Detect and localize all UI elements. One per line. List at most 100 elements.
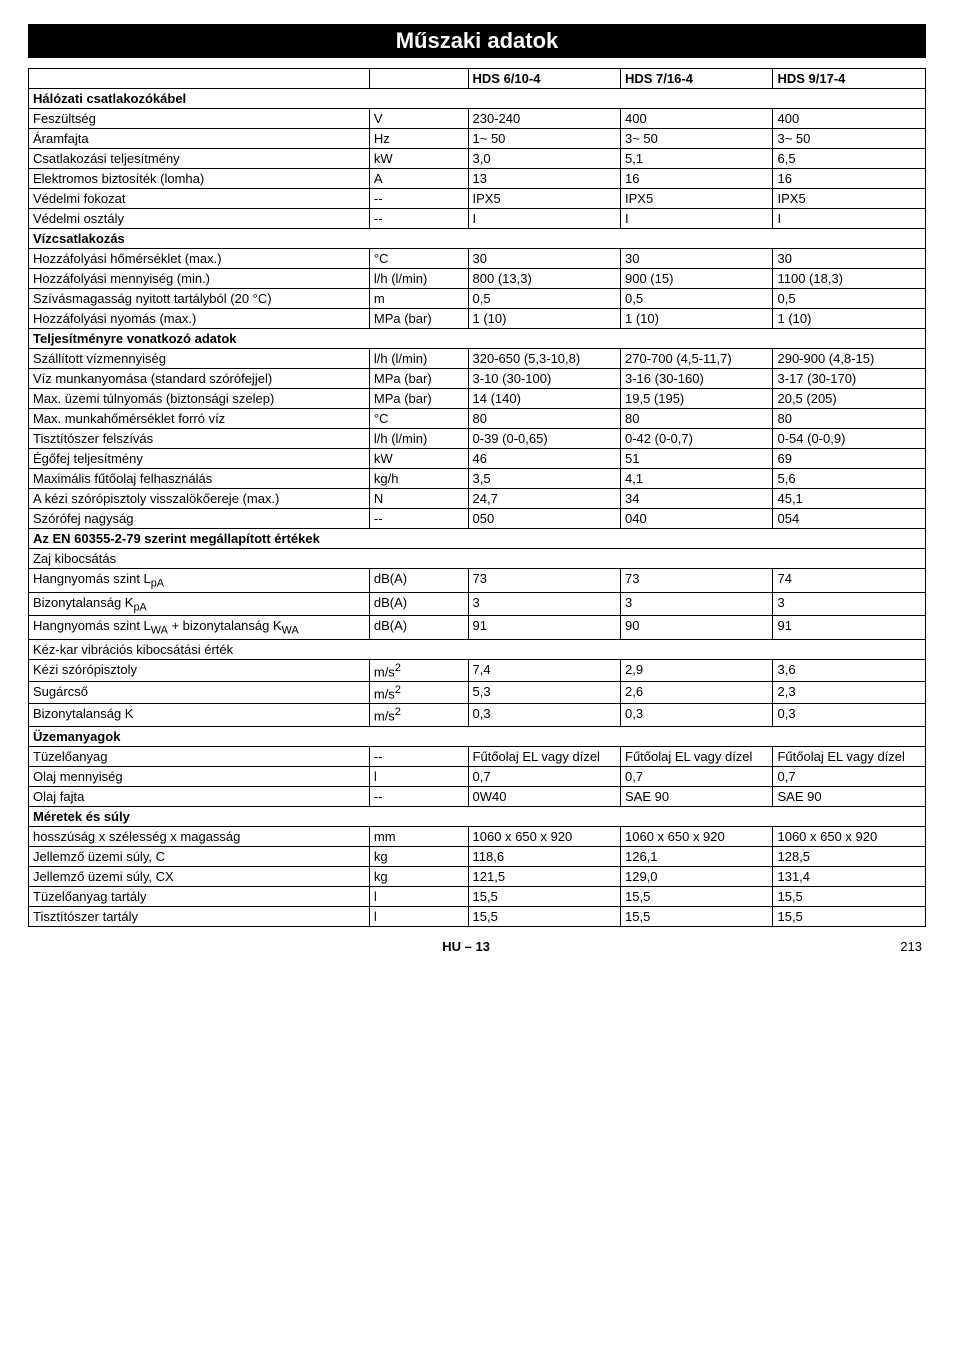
table-row: Jellemző üzemi súly, CXkg121,5129,0131,4 <box>29 866 926 886</box>
row-value: 128,5 <box>773 846 926 866</box>
row-label: Hangnyomás szint LpA <box>29 569 370 593</box>
row-label: Hozzáfolyási mennyiség (min.) <box>29 269 370 289</box>
row-value: I <box>773 209 926 229</box>
row-label: Védelmi osztály <box>29 209 370 229</box>
row-value: 400 <box>773 109 926 129</box>
row-value: 73 <box>621 569 773 593</box>
row-value: Fűtőolaj EL vagy dízel <box>621 746 773 766</box>
row-value: 80 <box>621 409 773 429</box>
row-value: 51 <box>621 449 773 469</box>
row-unit: m/s2 <box>369 659 468 681</box>
row-value: 0,5 <box>468 289 620 309</box>
table-row: Bizonytalanság KpAdB(A)333 <box>29 592 926 616</box>
row-value: 2,6 <box>621 682 773 704</box>
row-label: Tüzelőanyag <box>29 746 370 766</box>
table-row: Égőfej teljesítménykW465169 <box>29 449 926 469</box>
row-unit: l <box>369 886 468 906</box>
row-value: 2,9 <box>621 659 773 681</box>
row-value: 15,5 <box>773 886 926 906</box>
table-row: Olaj fajta--0W40SAE 90SAE 90 <box>29 786 926 806</box>
row-value: 1 (10) <box>468 309 620 329</box>
table-row: Hangnyomás szint LWA + bizonytalanság KW… <box>29 616 926 640</box>
row-unit: dB(A) <box>369 592 468 616</box>
row-value: 0,3 <box>468 704 620 726</box>
row-value: 14 (140) <box>468 389 620 409</box>
table-row: Víz munkanyomása (standard szórófejjel)M… <box>29 369 926 389</box>
row-value: 0,3 <box>621 704 773 726</box>
row-value: 91 <box>468 616 620 640</box>
row-value: 3~ 50 <box>621 129 773 149</box>
row-unit: -- <box>369 786 468 806</box>
section-header: Az EN 60355-2-79 szerint megállapított é… <box>29 529 926 549</box>
row-value: 15,5 <box>621 906 773 926</box>
row-value: 20,5 (205) <box>773 389 926 409</box>
row-unit: A <box>369 169 468 189</box>
row-unit: °C <box>369 409 468 429</box>
spec-table: HDS 6/10-4 HDS 7/16-4 HDS 9/17-4 Hálózat… <box>28 68 926 927</box>
section-subheader: Zaj kibocsátás <box>29 549 926 569</box>
row-unit: -- <box>369 189 468 209</box>
row-value: 040 <box>621 509 773 529</box>
row-value: 121,5 <box>468 866 620 886</box>
row-value: 3 <box>621 592 773 616</box>
row-label: A kézi szórópisztoly visszalökőereje (ma… <box>29 489 370 509</box>
row-value: 6,5 <box>773 149 926 169</box>
page-title: Műszaki adatok <box>28 24 926 58</box>
row-value: 5,6 <box>773 469 926 489</box>
row-unit: l <box>369 906 468 926</box>
row-value: 73 <box>468 569 620 593</box>
table-row: Tüzelőanyag tartályl15,515,515,5 <box>29 886 926 906</box>
table-row: Max. munkahőmérséklet forró víz°C808080 <box>29 409 926 429</box>
row-value: 24,7 <box>468 489 620 509</box>
row-label: Bizonytalanság KpA <box>29 592 370 616</box>
row-unit: dB(A) <box>369 616 468 640</box>
row-value: 1~ 50 <box>468 129 620 149</box>
row-value: 0,5 <box>773 289 926 309</box>
row-value: 3,6 <box>773 659 926 681</box>
table-header: HDS 6/10-4 HDS 7/16-4 HDS 9/17-4 <box>29 69 926 89</box>
row-value: 290-900 (4,8-15) <box>773 349 926 369</box>
row-label: Olaj fajta <box>29 786 370 806</box>
row-unit: m/s2 <box>369 704 468 726</box>
row-label: Sugárcső <box>29 682 370 704</box>
row-value: 1060 x 650 x 920 <box>468 826 620 846</box>
row-label: Elektromos biztosíték (lomha) <box>29 169 370 189</box>
row-value: 126,1 <box>621 846 773 866</box>
row-value: 3 <box>468 592 620 616</box>
row-unit: V <box>369 109 468 129</box>
col-header: HDS 9/17-4 <box>773 69 926 89</box>
row-unit: kW <box>369 449 468 469</box>
row-value: 400 <box>621 109 773 129</box>
row-label: Bizonytalanság K <box>29 704 370 726</box>
table-row: Bizonytalanság Km/s20,30,30,3 <box>29 704 926 726</box>
row-value: 15,5 <box>773 906 926 926</box>
row-unit: m <box>369 289 468 309</box>
col-header: HDS 6/10-4 <box>468 69 620 89</box>
row-value: 0-54 (0-0,9) <box>773 429 926 449</box>
row-unit: kg <box>369 866 468 886</box>
row-unit: l <box>369 766 468 786</box>
table-row: A kézi szórópisztoly visszalökőereje (ma… <box>29 489 926 509</box>
row-value: 5,3 <box>468 682 620 704</box>
row-unit: MPa (bar) <box>369 389 468 409</box>
table-row: Védelmi osztály--III <box>29 209 926 229</box>
table-row: Tüzelőanyag--Fűtőolaj EL vagy dízelFűtőo… <box>29 746 926 766</box>
row-value: 69 <box>773 449 926 469</box>
section-header: Méretek és súly <box>29 806 926 826</box>
row-label: Tisztítószer felszívás <box>29 429 370 449</box>
row-value: 90 <box>621 616 773 640</box>
row-label: Áramfajta <box>29 129 370 149</box>
row-unit: kg/h <box>369 469 468 489</box>
table-row: ÁramfajtaHz1~ 503~ 503~ 50 <box>29 129 926 149</box>
table-row: Tisztítószer tartályl15,515,515,5 <box>29 906 926 926</box>
footer-center: HU – 13 <box>442 939 490 954</box>
row-value: 2,3 <box>773 682 926 704</box>
table-row: Maximális fűtőolaj felhasználáskg/h3,54,… <box>29 469 926 489</box>
row-value: 15,5 <box>468 886 620 906</box>
table-row: Hangnyomás szint LpAdB(A)737374 <box>29 569 926 593</box>
row-value: Fűtőolaj EL vagy dízel <box>468 746 620 766</box>
row-value: 054 <box>773 509 926 529</box>
row-label: Víz munkanyomása (standard szórófejjel) <box>29 369 370 389</box>
table-row: hosszúság x szélesség x magasságmm1060 x… <box>29 826 926 846</box>
row-value: SAE 90 <box>773 786 926 806</box>
